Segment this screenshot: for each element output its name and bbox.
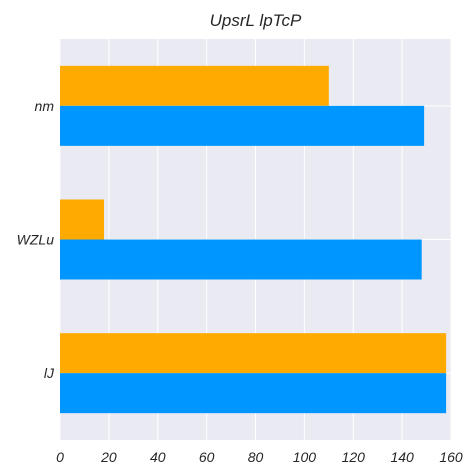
- y-tick-label: nm: [35, 98, 55, 114]
- x-tick-label: 120: [342, 449, 366, 465]
- x-tick-label: 20: [100, 449, 117, 465]
- bar-nm-series-1: [60, 65, 329, 106]
- bar-lJ-series-2: [60, 373, 447, 414]
- x-tick-label: 160: [439, 449, 463, 465]
- x-tick-label: 100: [293, 449, 317, 465]
- y-tick-label: WZLu: [17, 232, 55, 248]
- chart-title: UpsrL lpTcP: [210, 11, 302, 30]
- y-axis-ticks: nm WZLu lJ: [17, 98, 55, 381]
- bar-nm-series-2: [60, 105, 425, 146]
- x-tick-label: 140: [390, 449, 414, 465]
- y-tick-label: lJ: [44, 365, 55, 381]
- x-axis-ticks: 0 20 40 60 80 100 120 140 160: [56, 449, 463, 465]
- bar-WZLu-series-2: [60, 239, 422, 280]
- x-tick-label: 0: [56, 449, 64, 465]
- bars: [60, 65, 447, 414]
- x-tick-label: 60: [199, 449, 215, 465]
- bar-lJ-series-1: [60, 333, 447, 374]
- x-tick-label: 80: [248, 449, 264, 465]
- x-tick-label: 40: [150, 449, 166, 465]
- bar-WZLu-series-1: [60, 199, 104, 240]
